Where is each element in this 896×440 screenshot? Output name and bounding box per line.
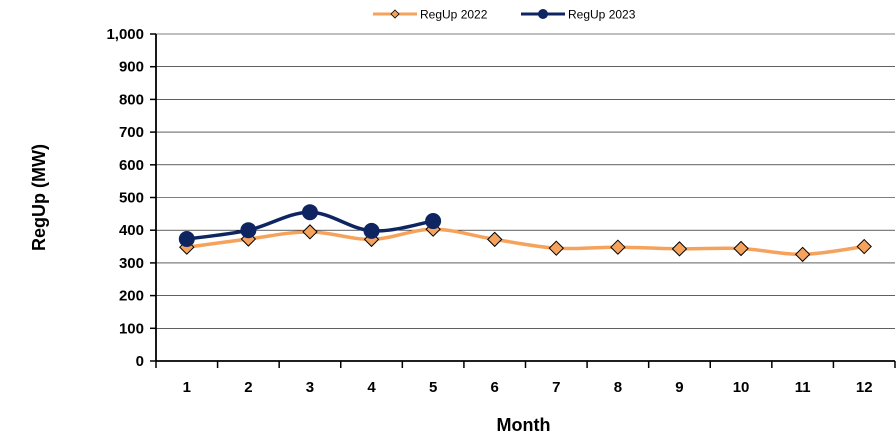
x-axis-title: Month xyxy=(497,415,551,435)
data-point xyxy=(301,204,318,221)
series-2 xyxy=(178,204,442,248)
data-point xyxy=(610,239,626,255)
gridlines xyxy=(156,33,895,329)
y-tick-label: 400 xyxy=(119,222,144,239)
legend-marker xyxy=(390,9,400,19)
axes xyxy=(150,33,896,368)
data-point xyxy=(671,241,688,257)
x-tick-label: 8 xyxy=(614,379,622,396)
data-point xyxy=(794,246,811,263)
series-layer xyxy=(178,204,872,263)
y-tick-label: 200 xyxy=(119,288,144,305)
y-tick-label: 600 xyxy=(119,157,144,174)
series-line xyxy=(186,227,865,257)
series-1 xyxy=(179,221,872,263)
x-tick-label: 12 xyxy=(856,379,873,396)
x-tick-label: 6 xyxy=(491,379,499,396)
x-tick-label: 3 xyxy=(306,379,314,396)
data-point xyxy=(856,238,872,255)
y-axis-ticks: 0 100 200 300 400 500 600 700 800 900 1,000 xyxy=(106,26,144,370)
data-point xyxy=(548,240,564,256)
legend-label: RegUp 2023 xyxy=(568,8,636,22)
x-tick-label: 11 xyxy=(795,379,811,396)
data-point xyxy=(178,231,195,248)
x-tick-label: 1 xyxy=(183,379,191,396)
x-tick-label: 4 xyxy=(367,379,376,396)
data-point xyxy=(363,222,380,239)
y-tick-label: 700 xyxy=(119,124,144,141)
legend-item: RegUp 2022 xyxy=(373,8,488,22)
y-tick-label: 0 xyxy=(136,353,144,370)
legend-item: RegUp 2023 xyxy=(521,8,636,22)
legend-marker xyxy=(538,9,548,19)
y-tick-label: 100 xyxy=(119,320,144,337)
data-point xyxy=(487,231,503,248)
legend-label: RegUp 2022 xyxy=(420,8,488,22)
y-tick-label: 300 xyxy=(119,255,144,272)
x-tick-label: 5 xyxy=(429,379,437,396)
y-tick-label: 900 xyxy=(119,59,144,76)
x-tick-label: 9 xyxy=(675,379,683,396)
data-point xyxy=(240,222,257,239)
y-tick-label: 1,000 xyxy=(106,26,144,43)
x-tick-label: 7 xyxy=(552,379,560,396)
y-axis-title: RegUp (MW) xyxy=(29,144,49,251)
x-axis-ticks: 1 2 3 4 5 6 7 8 9 10 11 12 xyxy=(183,379,873,396)
data-point xyxy=(425,213,442,230)
y-tick-label: 500 xyxy=(119,190,144,207)
data-point xyxy=(733,240,749,257)
legend: RegUp 2022 RegUp 2023 xyxy=(373,8,636,22)
x-tick-label: 2 xyxy=(244,379,252,396)
y-tick-label: 800 xyxy=(119,91,144,108)
data-point xyxy=(302,224,318,240)
x-tick-label: 10 xyxy=(733,379,750,396)
